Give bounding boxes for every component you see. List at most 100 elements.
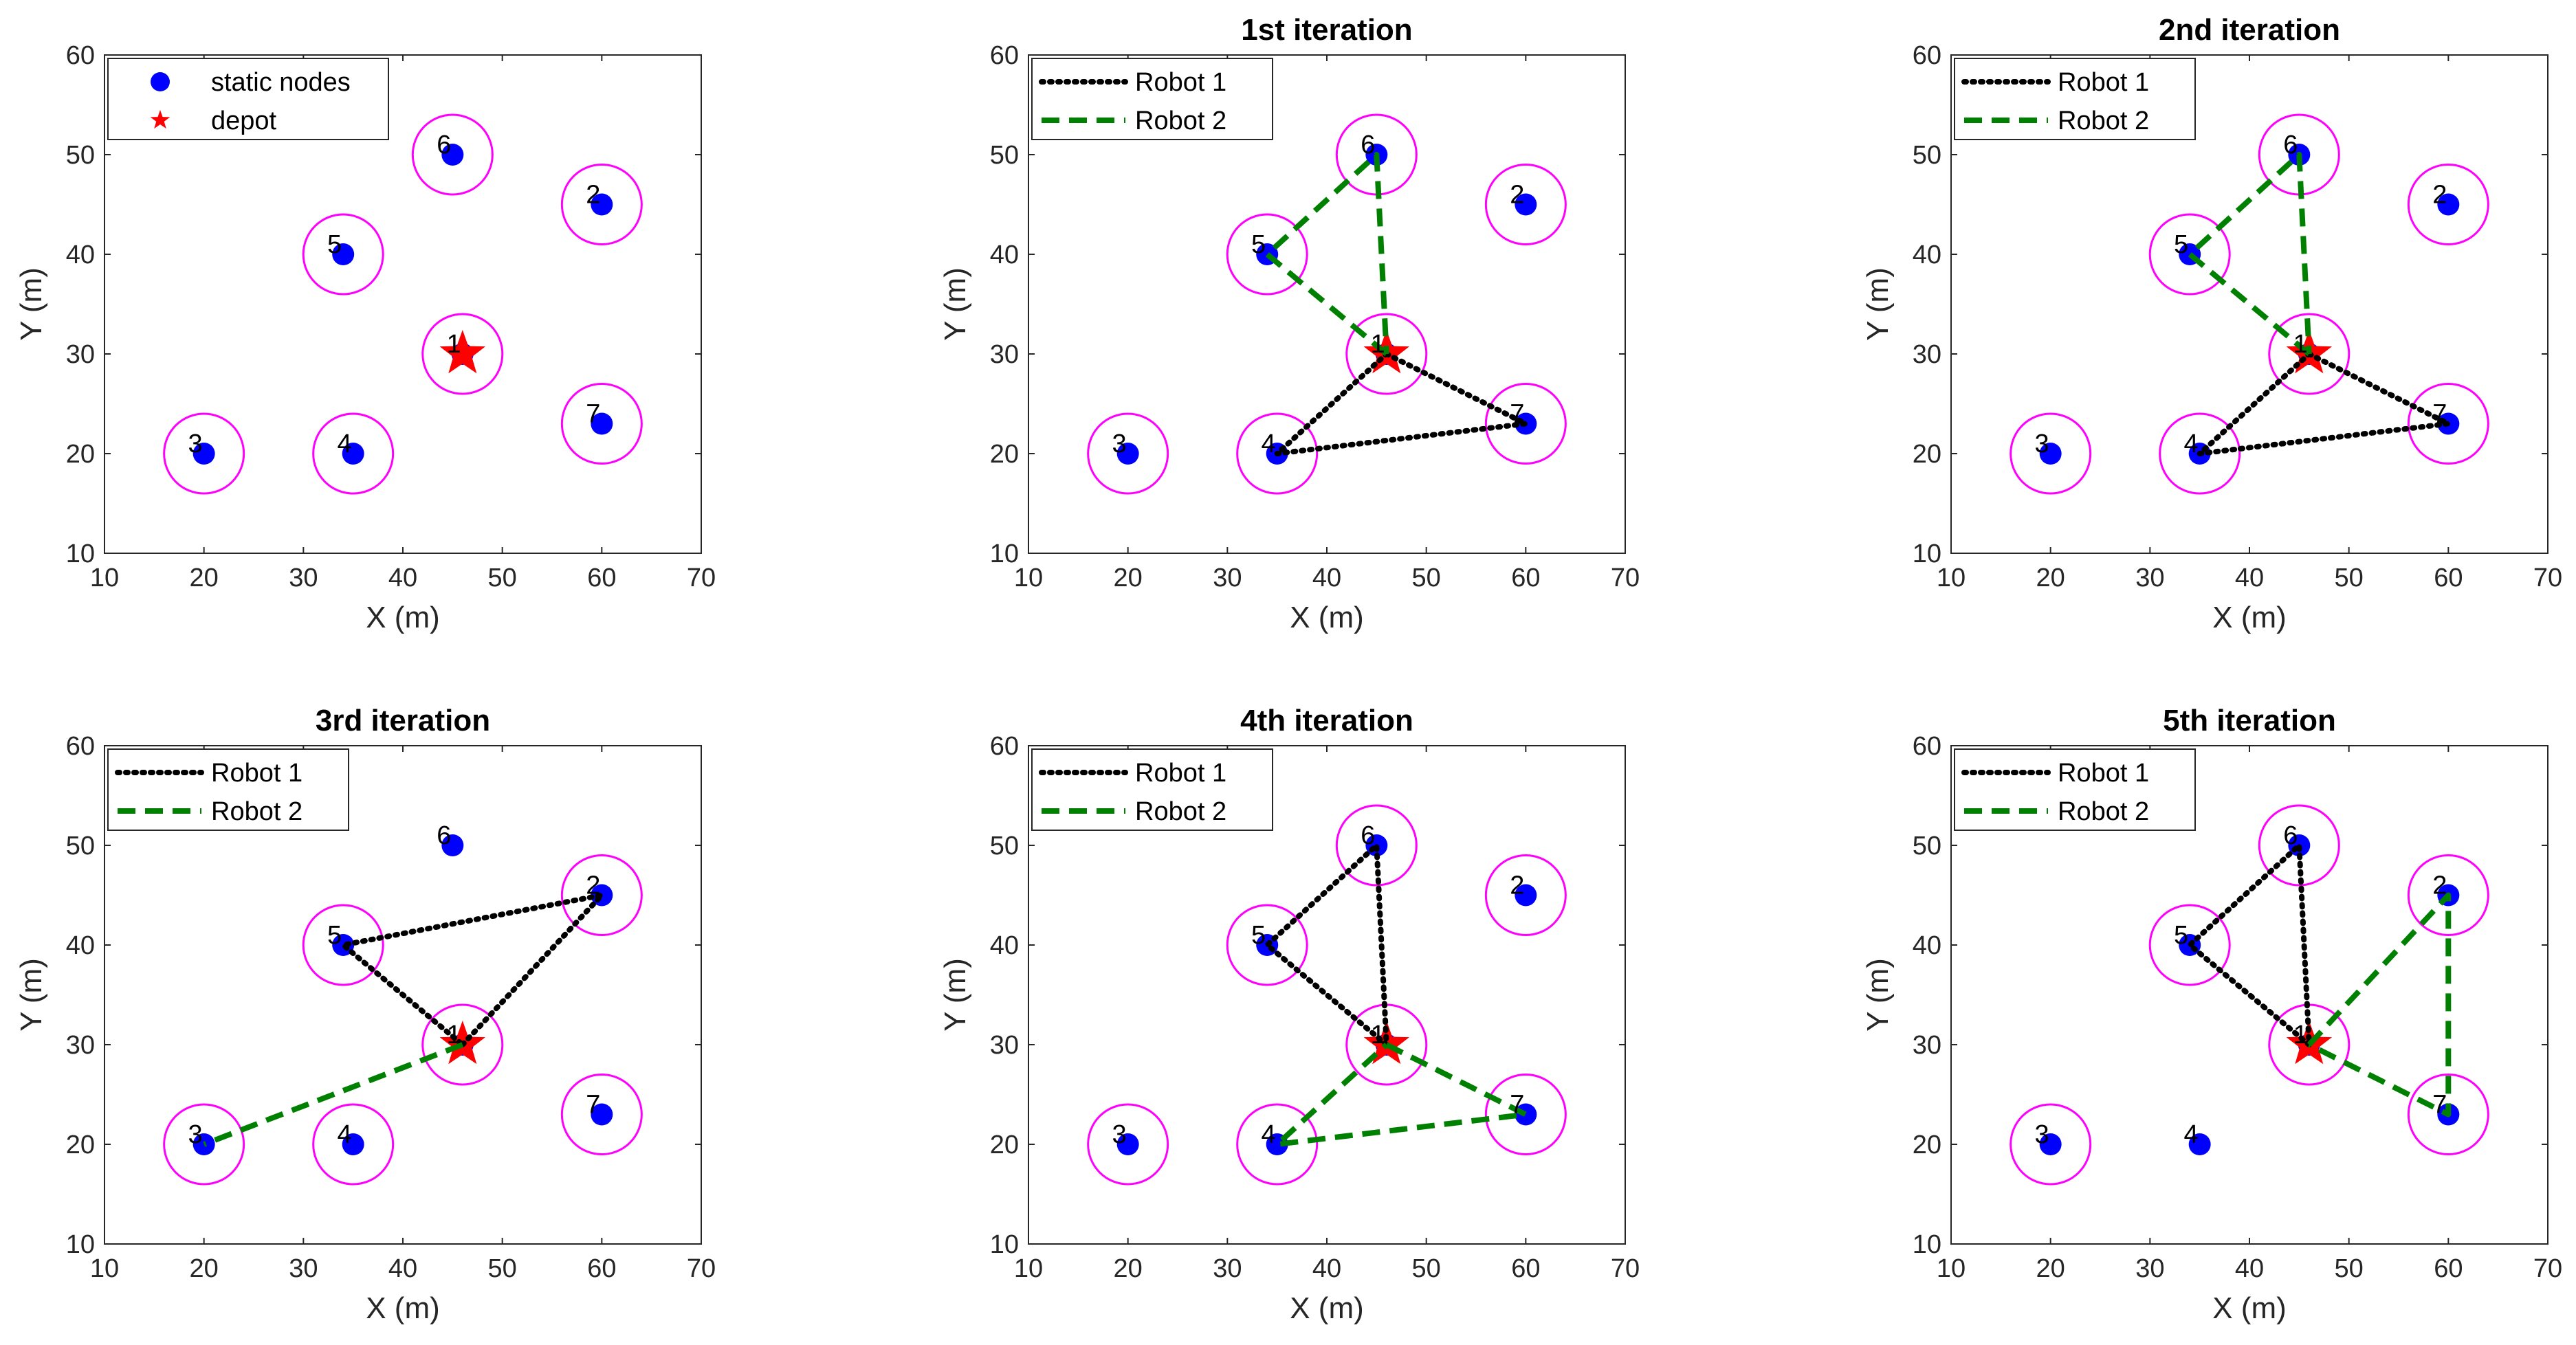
- x-tick-label: 70: [687, 564, 716, 592]
- y-tick-label: 20: [66, 1131, 95, 1159]
- chart-panel-5: 4th iteration 10 20 30 40 50 60 70 10 20 30 40 50 60 X…: [938, 704, 1640, 1325]
- range-circle: [2407, 854, 2489, 936]
- node-label: 7: [2432, 400, 2447, 429]
- node-label: 2: [586, 181, 600, 210]
- y-tick-label: 50: [1913, 832, 1941, 860]
- node-label: 3: [188, 1120, 203, 1149]
- legend-label: Robot 2: [1135, 107, 1226, 135]
- range-circle: [1335, 804, 1418, 887]
- chart-panel-6: 5th iteration 10 20 30 40 50 60 70 10 20 30 40 50 60 X…: [1861, 704, 2562, 1325]
- range-circle: [1345, 313, 1428, 395]
- node-label: 1: [447, 1021, 461, 1049]
- y-tick-label: 10: [990, 540, 1019, 568]
- node-label: 4: [2184, 430, 2199, 458]
- y-axis-label: Y (m): [938, 267, 972, 341]
- range-circle: [2159, 412, 2241, 495]
- range-circle: [1484, 164, 1567, 245]
- y-tick-label: 30: [66, 340, 95, 369]
- x-tick-label: 10: [1014, 564, 1043, 592]
- x-tick-label: 30: [2135, 1254, 2164, 1283]
- x-tick-label: 30: [1213, 564, 1242, 592]
- node-label: 1: [2293, 1021, 2308, 1049]
- chart-title: 2nd iteration: [2159, 13, 2340, 47]
- chart-title: 4th iteration: [1240, 704, 1413, 737]
- x-tick-label: 10: [90, 564, 119, 592]
- x-tick-label: 30: [289, 564, 318, 592]
- node-label: 6: [2283, 131, 2298, 159]
- x-axis-label: X (m): [1290, 1291, 1364, 1325]
- y-tick-label: 50: [66, 832, 95, 860]
- x-tick-label: 60: [1511, 564, 1540, 592]
- y-tick-label: 40: [1913, 931, 1941, 960]
- x-tick-label: 30: [2135, 564, 2164, 592]
- node-label: 2: [2432, 181, 2447, 210]
- node-label: 4: [2184, 1120, 2199, 1149]
- legend-label: Robot 1: [211, 759, 302, 788]
- range-circle: [312, 412, 395, 495]
- chart-panel-3: 2nd iteration 10 20 30 40 50 60 70 10 20 30 40 50 60 X…: [1861, 13, 2562, 634]
- y-tick-label: 40: [66, 241, 95, 269]
- x-tick-label: 10: [1937, 564, 1966, 592]
- y-tick-label: 50: [1913, 141, 1941, 170]
- x-tick-label: 20: [190, 1254, 219, 1283]
- static-node: [192, 1133, 215, 1155]
- node-label: 7: [1510, 400, 1524, 429]
- robot-1-route: [2197, 351, 2452, 456]
- chart-panel-2: 1st iteration 10 20 30 40 50 60 70 10 20 30 40 50 60 X…: [938, 13, 1640, 634]
- legend-label: Robot 1: [1135, 759, 1226, 788]
- node-label: 7: [2432, 1091, 2447, 1120]
- range-circle: [1236, 412, 1319, 495]
- static-node: [342, 443, 364, 465]
- static-node: [441, 144, 464, 166]
- y-tick-label: 30: [990, 1031, 1019, 1060]
- legend-node-marker: [151, 72, 170, 91]
- range-circle: [1484, 1074, 1567, 1155]
- range-circle: [1236, 1103, 1319, 1186]
- x-tick-label: 50: [1412, 564, 1441, 592]
- x-tick-label: 10: [90, 1254, 119, 1283]
- y-tick-label: 60: [66, 732, 95, 761]
- y-tick-label: 30: [1913, 340, 1941, 369]
- node-label: 2: [586, 871, 600, 900]
- x-tick-label: 20: [2036, 1254, 2065, 1283]
- node-label: 4: [338, 430, 352, 458]
- chart-panel-4: 3rd iteration 10 20 30 40 50 60 70 10 20 30 40 50 60 X…: [14, 704, 716, 1325]
- legend-box: [1031, 748, 1273, 831]
- x-tick-label: 20: [190, 564, 219, 592]
- legend-label: Robot 2: [1135, 797, 1226, 826]
- legend-box: [107, 748, 349, 831]
- x-tick-label: 50: [1412, 1254, 1441, 1283]
- y-tick-label: 40: [990, 241, 1019, 269]
- y-tick-label: 30: [66, 1031, 95, 1060]
- node-label: 6: [437, 821, 451, 850]
- y-tick-label: 40: [66, 931, 95, 960]
- range-circle: [2407, 1074, 2489, 1155]
- static-node: [441, 834, 464, 856]
- static-node: [342, 1133, 364, 1155]
- y-tick-label: 20: [990, 1131, 1019, 1159]
- chart-title: 1st iteration: [1241, 13, 1412, 47]
- y-tick-label: 10: [66, 1230, 95, 1259]
- x-axis-label: X (m): [2212, 1291, 2287, 1325]
- range-circle: [302, 213, 384, 296]
- node-label: 2: [1510, 871, 1524, 900]
- robot-1-route: [1274, 351, 1529, 456]
- y-tick-label: 40: [990, 931, 1019, 960]
- range-circle: [2010, 412, 2092, 495]
- x-tick-label: 70: [2533, 1254, 2562, 1283]
- y-tick-label: 10: [1913, 540, 1941, 568]
- x-tick-label: 40: [2235, 564, 2264, 592]
- y-axis-label: Y (m): [14, 958, 48, 1032]
- legend-box: [1954, 748, 2196, 831]
- legend-label: Robot 2: [2058, 797, 2149, 826]
- y-tick-label: 60: [66, 41, 95, 70]
- x-tick-label: 60: [2434, 1254, 2463, 1283]
- x-axis-label: X (m): [366, 1291, 440, 1325]
- range-circle: [560, 1074, 643, 1155]
- y-tick-label: 60: [1913, 41, 1941, 70]
- node-label: 6: [1361, 821, 1375, 850]
- x-tick-label: 70: [687, 1254, 716, 1283]
- x-tick-label: 10: [1937, 1254, 1966, 1283]
- legend-label: Robot 1: [1135, 68, 1226, 97]
